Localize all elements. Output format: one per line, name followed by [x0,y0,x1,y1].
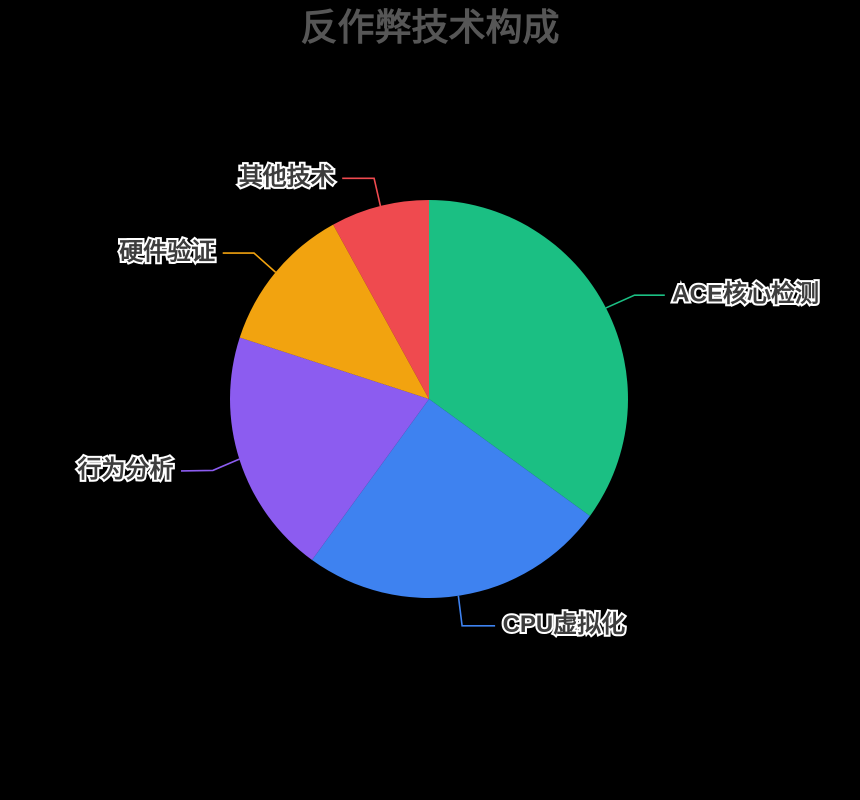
svg-text:硬件验证: 硬件验证 [119,237,215,265]
svg-text:ACE核心检测: ACE核心检测 [672,280,819,308]
svg-text:其他技术: 其他技术 [239,164,335,191]
svg-text:行为分析: 行为分析 [77,455,174,483]
svg-text:CPU虚拟化: CPU虚拟化 [503,610,626,638]
